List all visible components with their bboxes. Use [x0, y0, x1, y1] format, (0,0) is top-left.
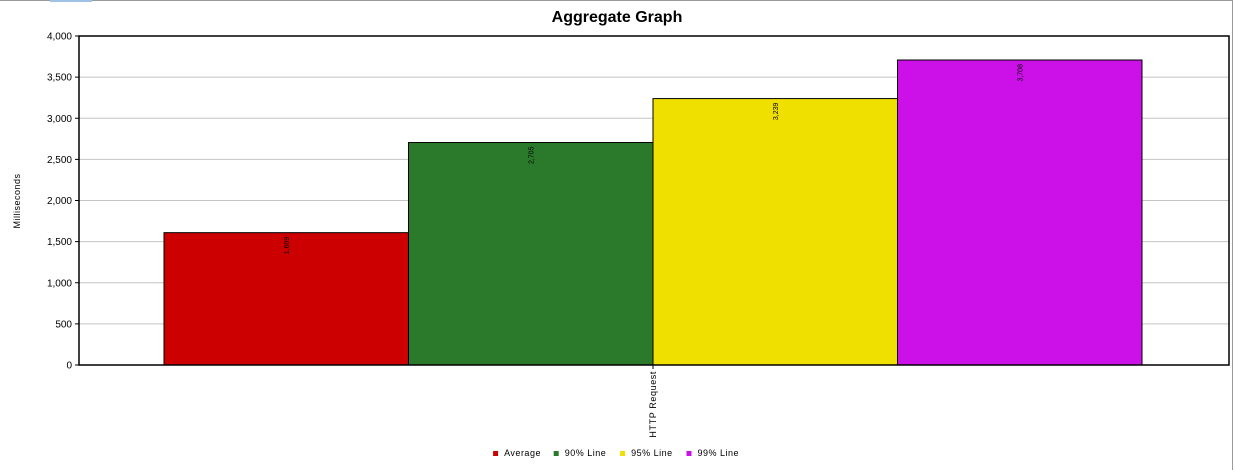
legend-label: Average — [504, 448, 541, 458]
y-tick-label: 4,000 — [47, 32, 72, 43]
y-tick-label: 2,000 — [47, 196, 72, 207]
y-tick-label: 500 — [55, 319, 72, 330]
bar-average — [163, 232, 409, 366]
bars: 1,609 2,705 3,239 3,708 — [163, 59, 1143, 366]
y-tick-label: 1,000 — [47, 278, 72, 289]
legend-item: Average — [493, 448, 541, 458]
bar-99-line — [897, 59, 1143, 366]
y-tick-label: 1,500 — [47, 237, 72, 248]
plot-border — [78, 35, 1230, 366]
legend-swatch — [620, 451, 626, 456]
top-tab-accent — [50, 0, 92, 2]
x-category-label: HTTP Request — [648, 371, 658, 438]
chart-title: Aggregate Graph — [552, 9, 683, 26]
legend-swatch — [493, 451, 499, 456]
y-tick-label: 3,500 — [47, 73, 72, 84]
legend-label: 95% Line — [631, 448, 673, 458]
bar-95-line — [652, 98, 898, 366]
legend-label: 90% Line — [565, 448, 607, 458]
axes: 0 500 1,000 1,500 2,000 2,500 3,000 3,500 4,000 H… — [47, 32, 1230, 438]
y-tick-label: 2,500 — [47, 155, 72, 166]
legend-swatch — [553, 451, 559, 456]
legend-swatch — [686, 451, 692, 456]
bar-data-label: 2,705 — [528, 146, 535, 164]
legend: Average 90% Line 95% Line 99% Line — [493, 448, 739, 458]
bar-data-label: 1,609 — [284, 237, 291, 255]
y-tick-label: 0 — [66, 361, 72, 372]
legend-item: 90% Line — [553, 448, 607, 458]
bar-data-label: 3,239 — [773, 102, 780, 120]
bar-90-line — [408, 142, 654, 366]
y-tick-label: 3,000 — [47, 114, 72, 125]
legend-item: 99% Line — [686, 448, 740, 458]
legend-item: 95% Line — [620, 448, 673, 458]
legend-label: 99% Line — [698, 448, 740, 458]
y-axis-label: Milliseconds — [12, 173, 22, 228]
bar-data-label: 3,708 — [1017, 64, 1024, 82]
